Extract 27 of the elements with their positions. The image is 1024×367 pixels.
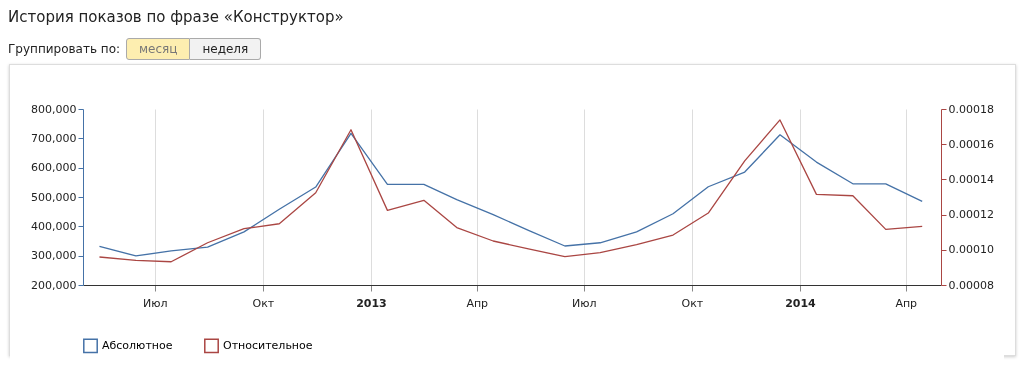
x-tick-label: Апр [466,296,489,310]
y2-tick-label: 0.00018 [948,102,994,116]
text: Группировать по: [8,42,121,56]
x-tick-label: 2014 [785,296,817,310]
legend-label: Относительное [223,338,313,352]
x-tick-label: Окт [681,296,704,310]
chart-title: История показов по фразе «Конструктор» [8,8,344,26]
y-tick-label: 600,000 [31,161,77,175]
y-tick-label: 300,000 [31,249,77,263]
y2-tick-label: 0.00008 [948,278,994,292]
legend-label: Абсолютное [102,338,173,352]
y-tick-label: 500,000 [31,190,77,204]
x-tick-label: Апр [895,296,918,310]
y2-tick-label: 0.00014 [948,172,994,186]
y-tick-label: 700,000 [31,131,77,145]
y2-tick-label: 0.00016 [948,137,994,151]
y2-tick-label: 0.00012 [948,208,994,222]
x-tick-label: Окт [252,296,275,310]
text: неделя [190,38,262,60]
x-tick-label: Июл [142,296,168,310]
y2-tick-label: 0.00010 [948,243,994,257]
x-tick-label: 2013 [356,296,387,310]
x-tick-label: Июл [571,296,597,310]
y-tick-label: 200,000 [31,278,77,292]
y-tick-label: 800,000 [31,102,77,116]
y-tick-label: 400,000 [31,219,77,233]
text: месяц [126,38,191,60]
